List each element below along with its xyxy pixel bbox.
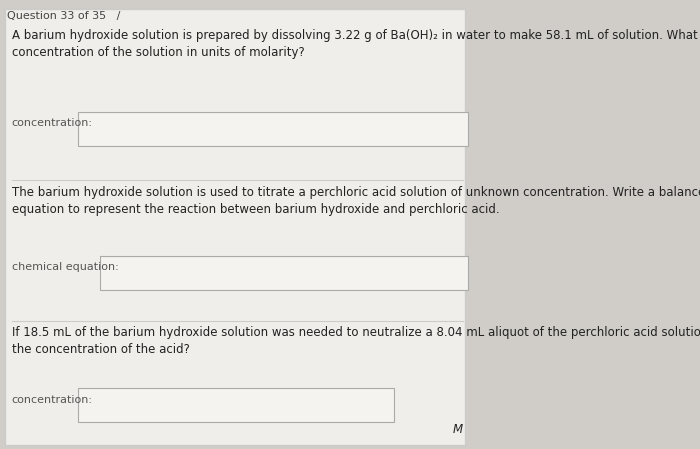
FancyBboxPatch shape	[78, 388, 394, 422]
Text: concentration:: concentration:	[12, 395, 93, 405]
Text: concentration:: concentration:	[12, 119, 93, 128]
FancyBboxPatch shape	[5, 9, 466, 445]
FancyBboxPatch shape	[99, 256, 468, 290]
Text: The barium hydroxide solution is used to titrate a perchloric acid solution of u: The barium hydroxide solution is used to…	[12, 186, 700, 216]
Text: A barium hydroxide solution is prepared by dissolving 3.22 g of Ba(OH)₂ in water: A barium hydroxide solution is prepared …	[12, 29, 700, 59]
FancyBboxPatch shape	[78, 112, 468, 146]
Text: If 18.5 mL of the barium hydroxide solution was needed to neutralize a 8.04 mL a: If 18.5 mL of the barium hydroxide solut…	[12, 326, 700, 356]
Text: M: M	[453, 423, 463, 436]
Text: Question 33 of 35   /: Question 33 of 35 /	[7, 11, 120, 21]
Text: chemical equation:: chemical equation:	[12, 262, 118, 272]
